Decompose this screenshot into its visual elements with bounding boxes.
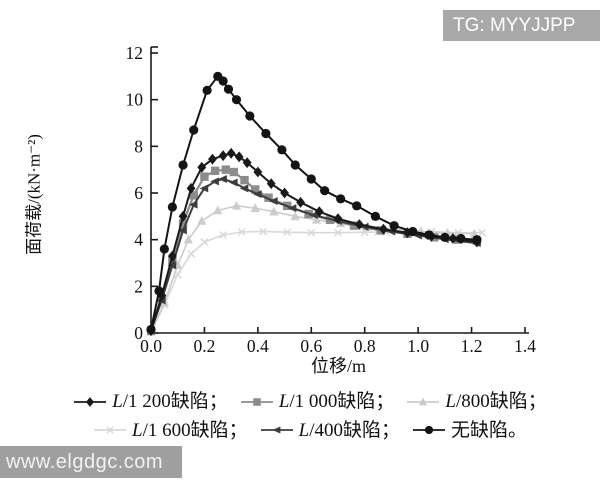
axis-tick-labels: 0.0 0.2 0.4 0.6 0.8 1.0 1.2 1.4 0 2 4 6 8 10 12 — [126, 43, 537, 356]
legend-item-5: 无缺陷。 — [412, 417, 527, 444]
svg-text:0: 0 — [134, 323, 143, 343]
svg-text:0.0: 0.0 — [140, 336, 162, 356]
triangle-up-marker-icon — [407, 397, 440, 405]
legend-item-1: L/1 000缺陷； — [240, 388, 395, 415]
square-marker-icon — [240, 397, 273, 406]
y-axis-label: 面荷载/(kN·m⁻²) — [24, 134, 44, 255]
legend-label-4: L/400缺陷； — [298, 419, 400, 441]
legend-label-5: 无缺陷。 — [450, 419, 527, 441]
diamond-marker-icon — [74, 396, 107, 407]
svg-text:6: 6 — [134, 183, 143, 203]
x-axis-label: 位移/m — [310, 356, 366, 376]
series-4 — [146, 175, 481, 335]
series-2 — [146, 200, 479, 336]
legend-item-0: L/1 200缺陷； — [73, 388, 228, 415]
legend-label-2: L/800缺陷； — [445, 391, 547, 412]
legend-item-3: L/1 600缺陷； — [93, 417, 248, 444]
axis-ticks — [150, 52, 526, 334]
triangle-left-marker-icon — [260, 426, 293, 434]
svg-text:1.0: 1.0 — [407, 336, 429, 356]
svg-text:0.8: 0.8 — [354, 336, 376, 356]
legend-label-3: L/1 600缺陷； — [132, 419, 248, 441]
svg-text:4: 4 — [134, 230, 143, 250]
svg-text:10: 10 — [126, 90, 144, 110]
x-marker-icon — [94, 426, 126, 434]
chart-legend: L/1 200缺陷； L/1 000缺陷； L/800缺陷； L/1 600缺陷； L/… — [60, 388, 560, 445]
circle-marker-icon — [412, 425, 445, 435]
series-3 — [147, 227, 487, 336]
svg-text:0.6: 0.6 — [300, 336, 322, 356]
watermark-badge-bottom-left: www.elgdgc.com — [0, 446, 182, 478]
legend-row-0: L/1 200缺陷； L/1 000缺陷； L/800缺陷； — [60, 388, 560, 417]
legend-label-1: L/1 000缺陷； — [278, 391, 395, 412]
legend-item-4: L/400缺陷； — [260, 417, 400, 444]
axes — [150, 46, 529, 334]
series-5 — [146, 71, 482, 335]
legend-item-2: L/800缺陷； — [406, 388, 547, 415]
watermark-badge-top-right: TG: MYYJJPP — [443, 10, 600, 41]
svg-text:0.2: 0.2 — [193, 336, 215, 356]
svg-text:12: 12 — [126, 43, 144, 63]
svg-text:0.4: 0.4 — [247, 336, 269, 356]
svg-text:1.4: 1.4 — [514, 336, 536, 356]
series-1 — [146, 165, 482, 335]
legend-label-0: L/1 200缺陷； — [112, 391, 228, 412]
svg-text:1.2: 1.2 — [461, 336, 483, 356]
legend-row-1: L/1 600缺陷； L/400缺陷； 无缺陷。 — [60, 417, 560, 446]
svg-text:2: 2 — [134, 276, 143, 296]
svg-text:8: 8 — [134, 136, 143, 156]
